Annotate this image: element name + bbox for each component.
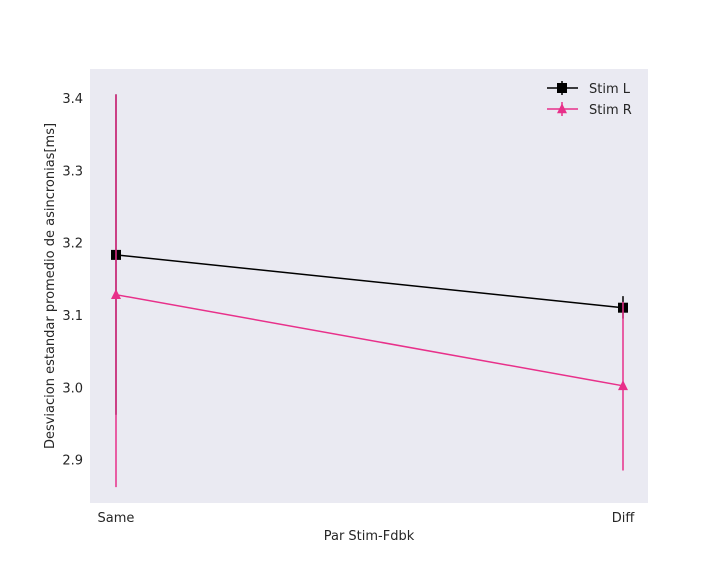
- legend: Stim L Stim R: [547, 81, 632, 118]
- plot-area: [90, 69, 648, 503]
- legend-label: Stim R: [589, 103, 632, 118]
- y-tick-label: 3.0: [62, 381, 83, 396]
- y-tick-label: 3.2: [62, 237, 83, 252]
- data-point: [618, 380, 628, 391]
- legend-marker: [557, 103, 567, 114]
- x-tick-labels: Same Diff: [98, 511, 636, 526]
- data-point: [111, 288, 121, 299]
- y-tick-label: 3.3: [62, 164, 83, 179]
- x-axis-label: Par Stim-Fdbk: [324, 529, 415, 544]
- y-tick-label: 2.9: [62, 454, 83, 469]
- series-line: [115, 254, 624, 309]
- legend-label: Stim L: [589, 82, 631, 97]
- series-stim-r: [111, 94, 628, 488]
- y-axis-label: Desviacion estandar promedio de asincron…: [43, 123, 58, 449]
- y-tick-label: 3.4: [62, 92, 83, 107]
- legend-item: Stim R: [547, 102, 632, 118]
- x-tick-label: Diff: [612, 511, 636, 526]
- legend-item: Stim L: [547, 81, 631, 97]
- x-tick-label: Same: [98, 511, 135, 526]
- y-tick-label: 3.1: [62, 309, 83, 324]
- y-tick-labels: 2.9 3.0 3.1 3.2 3.3 3.4: [62, 92, 83, 469]
- series-line: [115, 293, 624, 387]
- series-layer: [111, 94, 628, 488]
- legend-marker: [557, 83, 567, 93]
